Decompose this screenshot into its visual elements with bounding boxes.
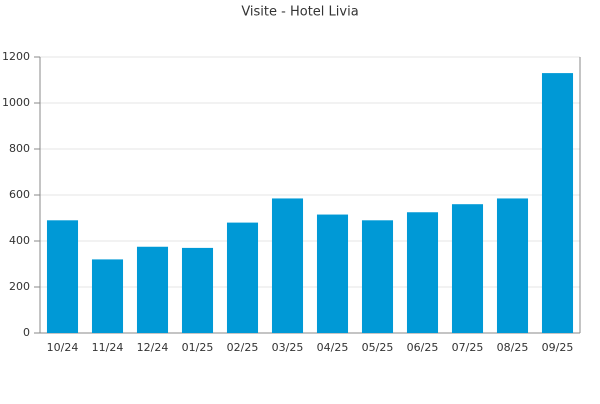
x-tick-label: 11/24 <box>92 341 124 354</box>
bar <box>271 198 304 333</box>
bar <box>541 73 574 333</box>
chart-title: Visite - Hotel Livia <box>241 5 358 20</box>
x-tick-label: 05/25 <box>362 341 394 354</box>
bar <box>181 247 214 333</box>
bar <box>496 198 529 333</box>
y-tick-label: 800 <box>9 142 30 155</box>
x-tick-label: 09/25 <box>542 341 574 354</box>
x-tick-label: 02/25 <box>227 341 259 354</box>
y-tick-label: 600 <box>9 188 30 201</box>
x-tick-label: 12/24 <box>137 341 169 354</box>
bar <box>361 220 394 333</box>
x-tick-label: 08/25 <box>497 341 529 354</box>
y-tick-label: 1200 <box>2 50 30 63</box>
x-tick-label: 07/25 <box>452 341 484 354</box>
y-tick-label: 400 <box>9 234 30 247</box>
bar <box>316 214 349 333</box>
bar <box>136 246 169 333</box>
bar <box>91 259 124 333</box>
x-tick-label: 06/25 <box>407 341 439 354</box>
bar <box>226 222 259 333</box>
bar <box>451 204 484 333</box>
y-tick-label: 1000 <box>2 96 30 109</box>
x-tick-label: 01/25 <box>182 341 214 354</box>
x-tick-label: 10/24 <box>47 341 79 354</box>
y-tick-label: 0 <box>23 326 30 339</box>
x-tick-label: 04/25 <box>317 341 349 354</box>
y-tick-label: 200 <box>9 280 30 293</box>
x-tick-label: 03/25 <box>272 341 304 354</box>
bar <box>406 212 439 333</box>
bar <box>46 220 79 333</box>
